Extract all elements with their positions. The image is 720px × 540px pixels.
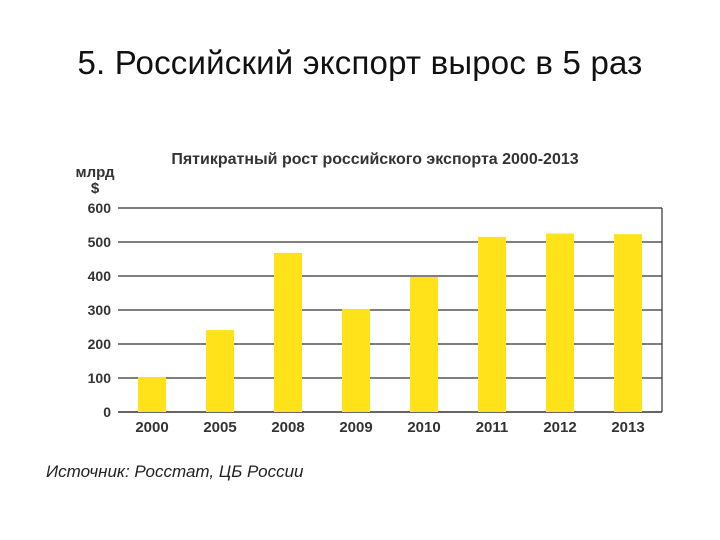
y-axis-ticks: 0 100 200 300 400 500 600 [88, 200, 112, 420]
source-note: Источник: Росстат, ЦБ России [46, 462, 304, 481]
gridlines [118, 207, 663, 413]
chart-title: Пятикратный рост российского экспорта 20… [171, 151, 578, 168]
bar-2000 [138, 376, 166, 412]
x-tick-label: 2009 [339, 419, 372, 436]
bar-2009 [342, 309, 370, 412]
bar-2010 [410, 277, 438, 412]
x-tick-label: 2011 [476, 419, 509, 436]
y-tick-label: 600 [88, 200, 112, 216]
bars [138, 233, 642, 412]
x-tick-label: 2005 [203, 419, 236, 436]
y-tick-label: 200 [88, 336, 112, 352]
y-axis-label-currency: $ [91, 180, 100, 197]
y-tick-label: 300 [88, 302, 112, 318]
y-tick-label: 100 [88, 370, 112, 386]
y-axis-label-unit: млрд [76, 164, 115, 181]
x-tick-label: 2000 [135, 419, 168, 436]
x-tick-label: 2013 [611, 419, 644, 436]
x-axis-ticks: 2000 2005 2008 2009 2010 2011 2012 2013 [135, 419, 644, 436]
y-tick-label: 500 [88, 234, 112, 250]
slide-title: 5. Российский экспорт вырос в 5 раз [77, 44, 643, 81]
bar-2012 [546, 233, 574, 412]
y-tick-label: 0 [103, 404, 111, 420]
y-tick-label: 400 [88, 268, 112, 284]
x-tick-label: 2010 [407, 419, 440, 436]
bar-2005 [206, 330, 234, 412]
x-tick-label: 2012 [543, 419, 576, 436]
bar-2008 [274, 252, 302, 412]
bar-2011 [478, 236, 506, 412]
bar-2013 [614, 234, 642, 412]
x-tick-label: 2008 [271, 419, 304, 436]
